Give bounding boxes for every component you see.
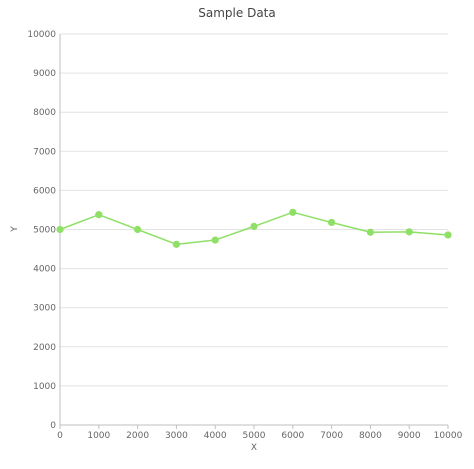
data-point xyxy=(444,231,452,239)
y-tick-label: 2000 xyxy=(33,343,56,353)
x-tick-label: 6000 xyxy=(281,431,304,441)
y-tick-label: 10000 xyxy=(27,30,56,40)
y-tick-label: 5000 xyxy=(33,226,56,236)
chart-title: Sample Data xyxy=(198,6,275,20)
data-point xyxy=(328,218,336,227)
x-tick-label: 3000 xyxy=(165,431,188,441)
x-axis-label: X xyxy=(251,443,257,453)
data-point xyxy=(250,222,258,230)
y-tick-label: 8000 xyxy=(33,108,56,118)
data-point xyxy=(95,211,103,219)
y-axis-label: Y xyxy=(10,226,20,233)
x-tick-label: 5000 xyxy=(243,431,266,441)
x-tick-label: 10000 xyxy=(434,431,463,441)
y-tick-label: 7000 xyxy=(33,147,56,157)
data-point xyxy=(211,236,219,244)
x-tick-label: 4000 xyxy=(204,431,227,441)
data-point xyxy=(366,228,374,236)
x-tick-label: 0 xyxy=(57,431,63,441)
y-tick-label: 9000 xyxy=(33,69,56,79)
series xyxy=(56,208,452,248)
y-tick-label: 1000 xyxy=(33,382,56,392)
y-tick-label: 0 xyxy=(50,421,56,431)
y-axis-ticks: 0 1000 2000 3000 4000 5000 6000 7000 8000 9000 100… xyxy=(27,30,56,431)
x-tick-label: 7000 xyxy=(320,431,343,441)
x-axis-ticks: 0 1000 2000 3000 4000 5000 6000 7000 8000 9000 100… xyxy=(57,425,463,441)
y-tick-label: 4000 xyxy=(33,265,56,275)
y-tick-label: 6000 xyxy=(33,186,56,196)
grid-lines xyxy=(60,33,448,387)
x-tick-label: 1000 xyxy=(87,431,110,441)
data-point xyxy=(134,225,142,234)
x-tick-label: 8000 xyxy=(359,431,382,441)
data-point xyxy=(289,208,297,216)
y-tick-label: 3000 xyxy=(33,304,56,314)
data-point xyxy=(56,225,64,234)
data-point xyxy=(172,240,180,248)
data-point xyxy=(405,228,413,236)
x-tick-label: 2000 xyxy=(126,431,149,441)
x-tick-label: 9000 xyxy=(398,431,421,441)
